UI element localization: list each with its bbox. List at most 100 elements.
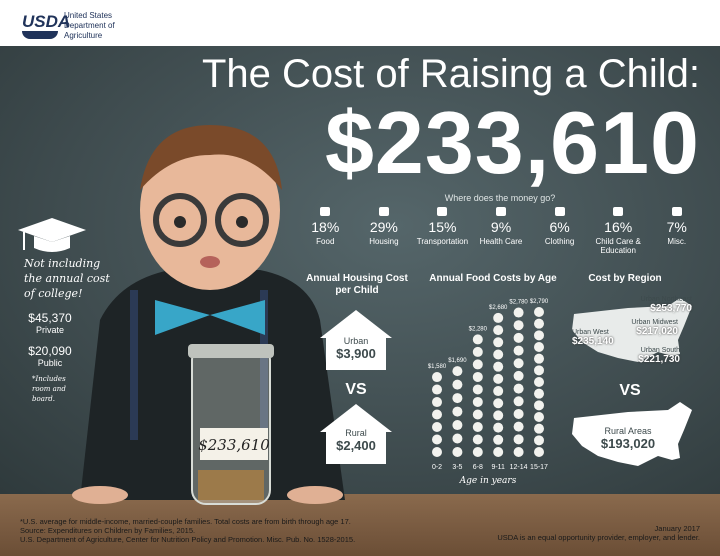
coin [472,346,483,357]
coin [513,421,524,432]
coin [432,434,442,445]
food-age-label: 6-8 [473,464,483,471]
coin [432,409,442,420]
breakdown-item: 9% Health Care [472,205,531,260]
table-surface [0,494,720,556]
rural-areas-value: $193,020 [600,436,656,451]
hair [140,125,282,190]
coin [513,358,524,369]
coin [452,379,463,390]
shirt [80,270,345,500]
footer-equal: USDA is an equal opportunity provider, e… [497,533,700,542]
breakdown-icon [554,207,565,216]
coin [513,408,524,419]
mouth [200,256,220,268]
food-value-label: $2,280 [469,326,488,332]
agency-line: United States [64,11,113,20]
coin [432,397,442,408]
eye [174,216,186,228]
coin [493,422,504,433]
region-value: $217,020 [636,326,678,337]
coin [534,447,544,457]
breakdown-item: 7% Misc. [647,205,706,260]
coin [472,371,483,382]
food-value-label: $1,690 [448,358,467,364]
map-icons [572,298,692,466]
footer-notes: *U.S. average for middle-income, married… [20,517,440,544]
coin [534,353,544,364]
coin [452,393,463,404]
breakdown-item: 29% Housing [355,205,414,260]
coin [513,370,524,381]
private-value: $45,370 [28,311,72,325]
footer-date: January 2017 [654,524,700,533]
cap-base [34,236,70,252]
total: $233,610 [324,93,700,192]
housing-urban-value: $3,900 [336,346,376,361]
coin [534,377,544,387]
coin [472,447,483,457]
coin [513,345,524,356]
coin [472,359,483,370]
food-age-label: 12-14 [510,464,528,471]
coin [493,398,504,409]
region-name: Urban Midwest [631,319,678,326]
suspender [130,290,138,440]
jar-label: $233,610 [198,436,270,454]
food-value-label: $2,790 [530,299,549,305]
coin [452,433,463,444]
region-vs: VS [619,382,641,399]
coin [534,318,544,329]
coin [534,365,544,376]
coin [472,334,483,345]
child-illustration [72,125,345,505]
public-label: Public [37,358,63,368]
breakdown-question: Where does the money go? [444,193,556,203]
coin [534,330,544,341]
breakdown-label: Food [316,237,335,246]
breakdown-row: 18% Food 29% Housing 15% Transportation 9% Heal… [296,205,706,260]
breakdown-label: Clothing [544,237,575,246]
title: The Cost of Raising a Child: [201,52,700,96]
house-icons [320,310,392,464]
housing-title: Annual Housing Cost per Child [306,273,408,296]
coin [472,384,483,395]
food-column [432,372,442,457]
region-value: $235,140 [572,336,614,347]
logo-field [22,31,58,39]
food-title: Annual Food Costs by Age [429,273,557,284]
coin [432,447,442,457]
coin [493,434,504,445]
coin [534,342,544,352]
food-age-label: 0-2 [432,464,442,471]
breakdown-icon [496,207,507,216]
coin [534,412,544,422]
footer-note: Source: Expenditures on Children by Fami… [20,526,196,535]
housing-urban-label: Urban [343,336,369,346]
breakdown-label: Transportation [416,237,469,246]
coin [493,386,504,397]
coin [452,366,463,377]
cap-top [18,218,86,242]
coin [432,372,442,383]
breakdown-icon [378,207,389,216]
coin [432,384,442,395]
coin [513,307,524,318]
coin [534,307,544,317]
face [140,130,280,290]
food-value-label: $2,780 [509,300,528,306]
food-column [534,307,544,457]
region-name: Urban Northeast [640,296,692,303]
breakdown-icon [671,207,682,216]
agency-name: United States Department of Agriculture [64,11,115,41]
bow-tie [155,300,265,335]
region-name: Urban South [640,347,680,354]
food-age-label: 9-11 [491,464,505,471]
college-note: Not including the annual cost of college… [24,257,110,300]
coin [534,388,544,399]
glasses [215,193,269,247]
coin [534,400,544,411]
coins [198,470,264,500]
breakdown-item: 15% Transportation [413,205,472,260]
